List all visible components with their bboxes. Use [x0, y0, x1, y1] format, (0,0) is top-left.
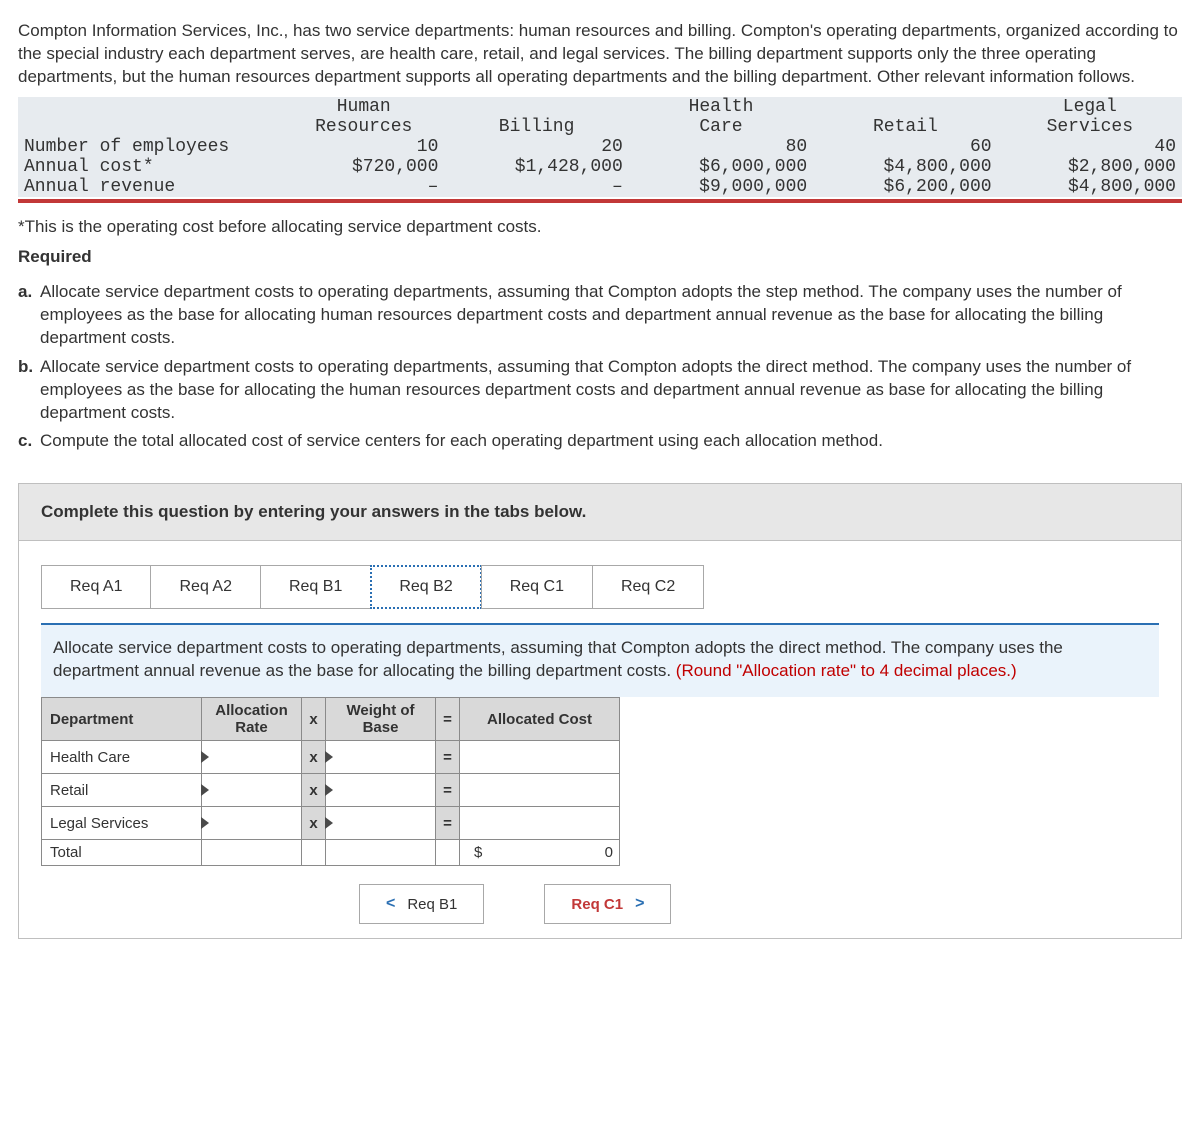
tab-req-a2[interactable]: Req A2	[150, 565, 260, 609]
base-input-hc[interactable]	[332, 745, 429, 769]
answer-area: Complete this question by entering your …	[18, 483, 1182, 939]
cell: 80	[629, 137, 813, 157]
cell: $4,800,000	[813, 157, 997, 177]
dept-total: Total	[42, 840, 202, 866]
intro-paragraph: Compton Information Services, Inc., has …	[18, 20, 1182, 89]
cell: –	[283, 177, 444, 197]
prompt-bar: Complete this question by entering your …	[19, 483, 1181, 541]
total-cost: $ 0	[460, 840, 620, 866]
tab-body-hint: (Round "Allocation rate" to 4 decimal pl…	[676, 661, 1017, 680]
col-hc-2: Care	[699, 117, 742, 137]
rate-input-hc[interactable]	[208, 745, 295, 769]
prev-button[interactable]: < Req B1	[359, 884, 484, 924]
indicator-icon	[325, 751, 333, 763]
requirement-b: b. Allocate service department costs to o…	[18, 356, 1182, 425]
cost-input-retail[interactable]	[466, 778, 613, 802]
requirement-a-text: Allocate service department costs to ope…	[40, 282, 1122, 347]
indicator-icon	[325, 784, 333, 796]
dept-legal: Legal Services	[42, 807, 202, 840]
allocation-table: Department Allocation Rate x Weight of B…	[41, 697, 620, 866]
row-label-revenue: Annual revenue	[18, 177, 283, 197]
marker-c: c.	[18, 430, 32, 453]
data-table-container: Human Health Legal Resources Billing Car…	[18, 97, 1182, 203]
requirements-list: a. Allocate service department costs to o…	[18, 281, 1182, 454]
tab-req-a1[interactable]: Req A1	[41, 565, 151, 609]
row-label-cost: Annual cost*	[18, 157, 283, 177]
cell: 40	[998, 137, 1182, 157]
col-hc-1: Health	[689, 97, 754, 117]
th-x: x	[302, 698, 326, 741]
col-retail: Retail	[873, 117, 938, 137]
dept-retail: Retail	[42, 774, 202, 807]
th-eq: =	[436, 698, 460, 741]
required-heading: Required	[18, 247, 1182, 267]
table-accent-bar	[18, 199, 1182, 203]
op-eq: =	[436, 807, 460, 840]
op-x: x	[302, 741, 326, 774]
tab-req-b2[interactable]: Req B2	[370, 565, 481, 609]
prev-label: Req B1	[407, 896, 457, 913]
table-row: Health Care x =	[42, 741, 620, 774]
op-x: x	[302, 774, 326, 807]
col-hr-2: Resources	[315, 117, 412, 137]
table-row-total: Total $ 0	[42, 840, 620, 866]
indicator-icon	[325, 817, 333, 829]
rate-input-legal[interactable]	[208, 811, 295, 835]
cell: $9,000,000	[629, 177, 813, 197]
op-x: x	[302, 807, 326, 840]
currency-symbol: $	[466, 844, 482, 861]
col-ls-1: Legal	[1063, 97, 1117, 117]
table-row: Retail x =	[42, 774, 620, 807]
cell: 10	[283, 137, 444, 157]
rate-input-retail[interactable]	[208, 778, 295, 802]
col-hr-1: Human	[337, 97, 391, 117]
cell: $720,000	[283, 157, 444, 177]
tab-body: Allocate service department costs to ope…	[41, 623, 1159, 697]
tab-req-b1[interactable]: Req B1	[260, 565, 371, 609]
cell: $2,800,000	[998, 157, 1182, 177]
th-base: Weight of Base	[326, 698, 436, 741]
marker-b: b.	[18, 356, 33, 379]
chevron-left-icon: <	[386, 895, 395, 913]
nav-row: < Req B1 Req C1 >	[359, 884, 1181, 924]
cost-input-hc[interactable]	[466, 745, 613, 769]
th-cost: Allocated Cost	[460, 698, 620, 741]
requirement-c-text: Compute the total allocated cost of serv…	[40, 431, 883, 450]
tab-req-c1[interactable]: Req C1	[481, 565, 593, 609]
cell: 60	[813, 137, 997, 157]
cell: 20	[444, 137, 628, 157]
requirement-a: a. Allocate service department costs to o…	[18, 281, 1182, 350]
indicator-icon	[201, 751, 209, 763]
indicator-icon	[201, 784, 209, 796]
next-button[interactable]: Req C1 >	[544, 884, 671, 924]
total-value: 0	[605, 844, 613, 861]
col-ls-2: Services	[1047, 117, 1133, 137]
dept-health-care: Health Care	[42, 741, 202, 774]
th-department: Department	[42, 698, 202, 741]
cell: $1,428,000	[444, 157, 628, 177]
requirement-c: c. Compute the total allocated cost of se…	[18, 430, 1182, 453]
op-eq: =	[436, 774, 460, 807]
tab-req-c2[interactable]: Req C2	[592, 565, 704, 609]
next-label: Req C1	[571, 896, 623, 913]
table-row: Legal Services x =	[42, 807, 620, 840]
col-billing: Billing	[499, 117, 575, 137]
tabs-row: Req A1 Req A2 Req B1 Req B2 Req C1 Req C…	[19, 541, 1181, 609]
chevron-right-icon: >	[635, 895, 644, 913]
cost-input-legal[interactable]	[466, 811, 613, 835]
cell: $6,000,000	[629, 157, 813, 177]
cell: $6,200,000	[813, 177, 997, 197]
indicator-icon	[201, 817, 209, 829]
op-eq: =	[436, 741, 460, 774]
base-input-retail[interactable]	[332, 778, 429, 802]
footnote: *This is the operating cost before alloc…	[18, 217, 1182, 237]
row-label-employees: Number of employees	[18, 137, 283, 157]
th-rate: Allocation Rate	[202, 698, 302, 741]
cell: $4,800,000	[998, 177, 1182, 197]
requirement-b-text: Allocate service department costs to ope…	[40, 357, 1131, 422]
base-input-legal[interactable]	[332, 811, 429, 835]
marker-a: a.	[18, 281, 32, 304]
cell: –	[444, 177, 628, 197]
data-table: Human Health Legal Resources Billing Car…	[18, 97, 1182, 197]
